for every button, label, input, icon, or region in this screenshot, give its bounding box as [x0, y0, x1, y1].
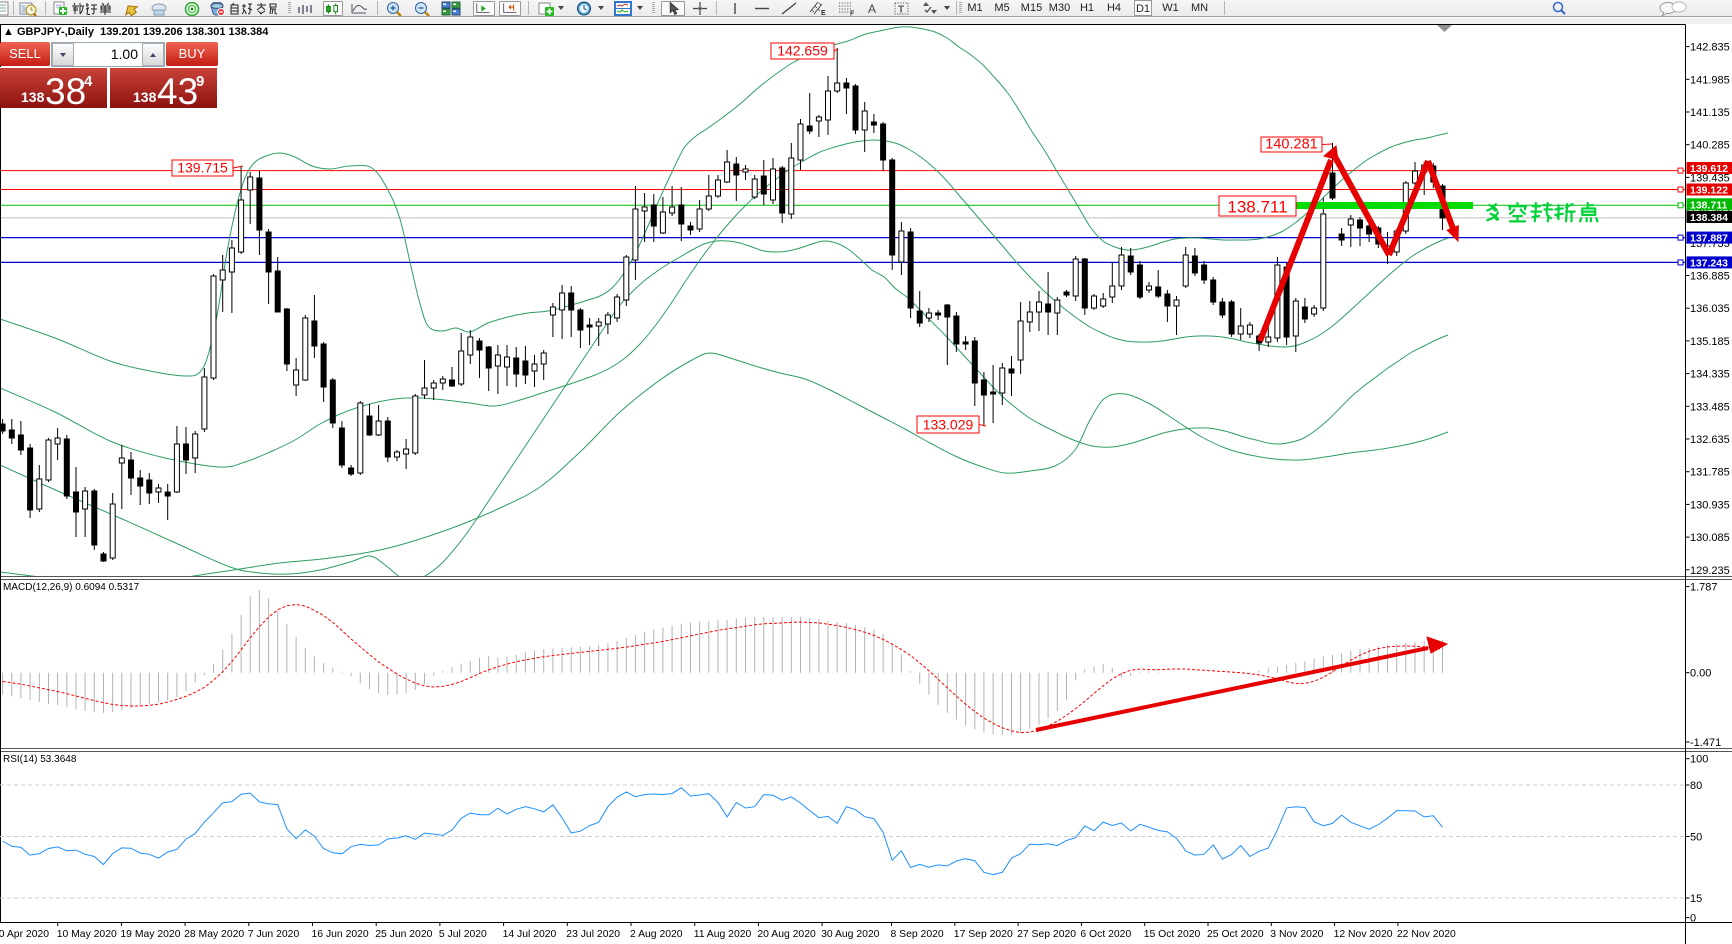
svg-text:133.029: 133.029 — [923, 417, 974, 433]
svg-text:22 Nov 2020: 22 Nov 2020 — [1397, 929, 1456, 940]
svg-text:11 Aug 2020: 11 Aug 2020 — [694, 929, 752, 940]
svg-text:0: 0 — [1690, 913, 1696, 925]
svg-text:138.711: 138.711 — [1227, 198, 1287, 217]
svg-text:130.935: 130.935 — [1690, 499, 1730, 511]
svg-text:27 Sep 2020: 27 Sep 2020 — [1017, 929, 1076, 940]
svg-text:T: T — [898, 5, 904, 16]
svg-text:137.243: 137.243 — [1690, 257, 1728, 269]
svg-text:28 May 2020: 28 May 2020 — [184, 929, 244, 940]
svg-text:8 Sep 2020: 8 Sep 2020 — [891, 929, 944, 940]
svg-text:140.285: 140.285 — [1690, 140, 1730, 152]
svg-text:3 Nov 2020: 3 Nov 2020 — [1270, 929, 1323, 940]
svg-text:10 May 2020: 10 May 2020 — [57, 929, 117, 940]
svg-text:7 Jun 2020: 7 Jun 2020 — [248, 929, 300, 940]
svg-text:133.485: 133.485 — [1690, 401, 1730, 413]
svg-text:141.135: 141.135 — [1690, 107, 1730, 119]
svg-text:15: 15 — [1690, 893, 1702, 905]
svg-text:142.835: 142.835 — [1690, 42, 1730, 54]
svg-text:19 May 2020: 19 May 2020 — [120, 929, 180, 940]
svg-text:139.435: 139.435 — [1690, 172, 1730, 184]
svg-text:139.715: 139.715 — [177, 160, 228, 176]
svg-text:F: F — [850, 11, 855, 17]
svg-text:136.035: 136.035 — [1690, 303, 1730, 315]
svg-text:1.787: 1.787 — [1690, 582, 1718, 594]
svg-text:139.122: 139.122 — [1690, 185, 1728, 197]
svg-text:23 Jul 2020: 23 Jul 2020 — [566, 929, 620, 940]
svg-text:100: 100 — [1690, 754, 1708, 766]
svg-text:141.985: 141.985 — [1690, 74, 1730, 86]
svg-text:132.635: 132.635 — [1690, 434, 1730, 446]
svg-text:136.885: 136.885 — [1690, 271, 1730, 283]
svg-text:12 Nov 2020: 12 Nov 2020 — [1334, 929, 1393, 940]
svg-text:130.085: 130.085 — [1690, 532, 1730, 544]
svg-text:137.887: 137.887 — [1690, 233, 1728, 245]
svg-text:131.785: 131.785 — [1690, 467, 1730, 479]
svg-text:17 Sep 2020: 17 Sep 2020 — [954, 929, 1013, 940]
svg-text:-1.471: -1.471 — [1690, 737, 1721, 749]
svg-text:138.384: 138.384 — [1690, 212, 1728, 224]
svg-text:134.335: 134.335 — [1690, 369, 1730, 381]
svg-text:30 Apr 2020: 30 Apr 2020 — [0, 929, 49, 940]
svg-text:RSI(14) 53.3648: RSI(14) 53.3648 — [3, 754, 77, 765]
svg-text:140.281: 140.281 — [1265, 137, 1317, 153]
svg-text:6 Oct 2020: 6 Oct 2020 — [1080, 929, 1131, 940]
svg-text:25 Jun 2020: 25 Jun 2020 — [375, 929, 432, 940]
svg-text:E: E — [821, 10, 826, 16]
svg-text:MACD(12,26,9) 0.6094 0.5317: MACD(12,26,9) 0.6094 0.5317 — [3, 582, 140, 593]
svg-text:138.711: 138.711 — [1690, 199, 1728, 211]
svg-text:129.235: 129.235 — [1690, 565, 1730, 577]
svg-text:25 Oct 2020: 25 Oct 2020 — [1207, 929, 1264, 940]
svg-text:20 Aug 2020: 20 Aug 2020 — [757, 929, 816, 940]
svg-text:142.659: 142.659 — [777, 43, 828, 59]
svg-text:80: 80 — [1690, 780, 1702, 792]
svg-text:135.185: 135.185 — [1690, 336, 1730, 348]
svg-text:50: 50 — [1690, 832, 1702, 844]
svg-text:A: A — [868, 2, 876, 16]
svg-text:14 Jul 2020: 14 Jul 2020 — [503, 929, 557, 940]
svg-text:30 Aug 2020: 30 Aug 2020 — [821, 929, 880, 940]
svg-text:139.612: 139.612 — [1690, 163, 1728, 175]
svg-text:15 Oct 2020: 15 Oct 2020 — [1144, 929, 1201, 940]
svg-text:5 Jul 2020: 5 Jul 2020 — [439, 929, 487, 940]
svg-text:16 Jun 2020: 16 Jun 2020 — [312, 929, 369, 940]
svg-text:2 Aug 2020: 2 Aug 2020 — [630, 929, 683, 940]
svg-text:0.00: 0.00 — [1690, 668, 1711, 680]
